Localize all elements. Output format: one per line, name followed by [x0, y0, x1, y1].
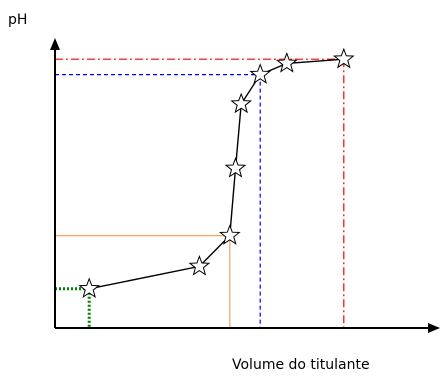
y-axis-label: pH: [8, 12, 27, 28]
axes: [50, 38, 440, 333]
data-point-star-2: [218, 224, 241, 245]
data-point-star-0: [78, 277, 101, 299]
data-point-star-5: [249, 63, 272, 84]
series: [78, 47, 355, 299]
data-point-star-6: [275, 51, 298, 73]
data-point-star-4: [230, 92, 253, 114]
x-axis-arrow: [428, 323, 440, 333]
reference-lines: [55, 58, 345, 328]
data-point-star-7: [332, 47, 355, 69]
series-line-0: [89, 58, 344, 290]
y-axis-arrow: [50, 38, 60, 50]
data-point-star-1: [188, 254, 211, 276]
x-axis-label: Volume do titulante: [232, 357, 370, 373]
data-point-star-3: [224, 156, 247, 178]
